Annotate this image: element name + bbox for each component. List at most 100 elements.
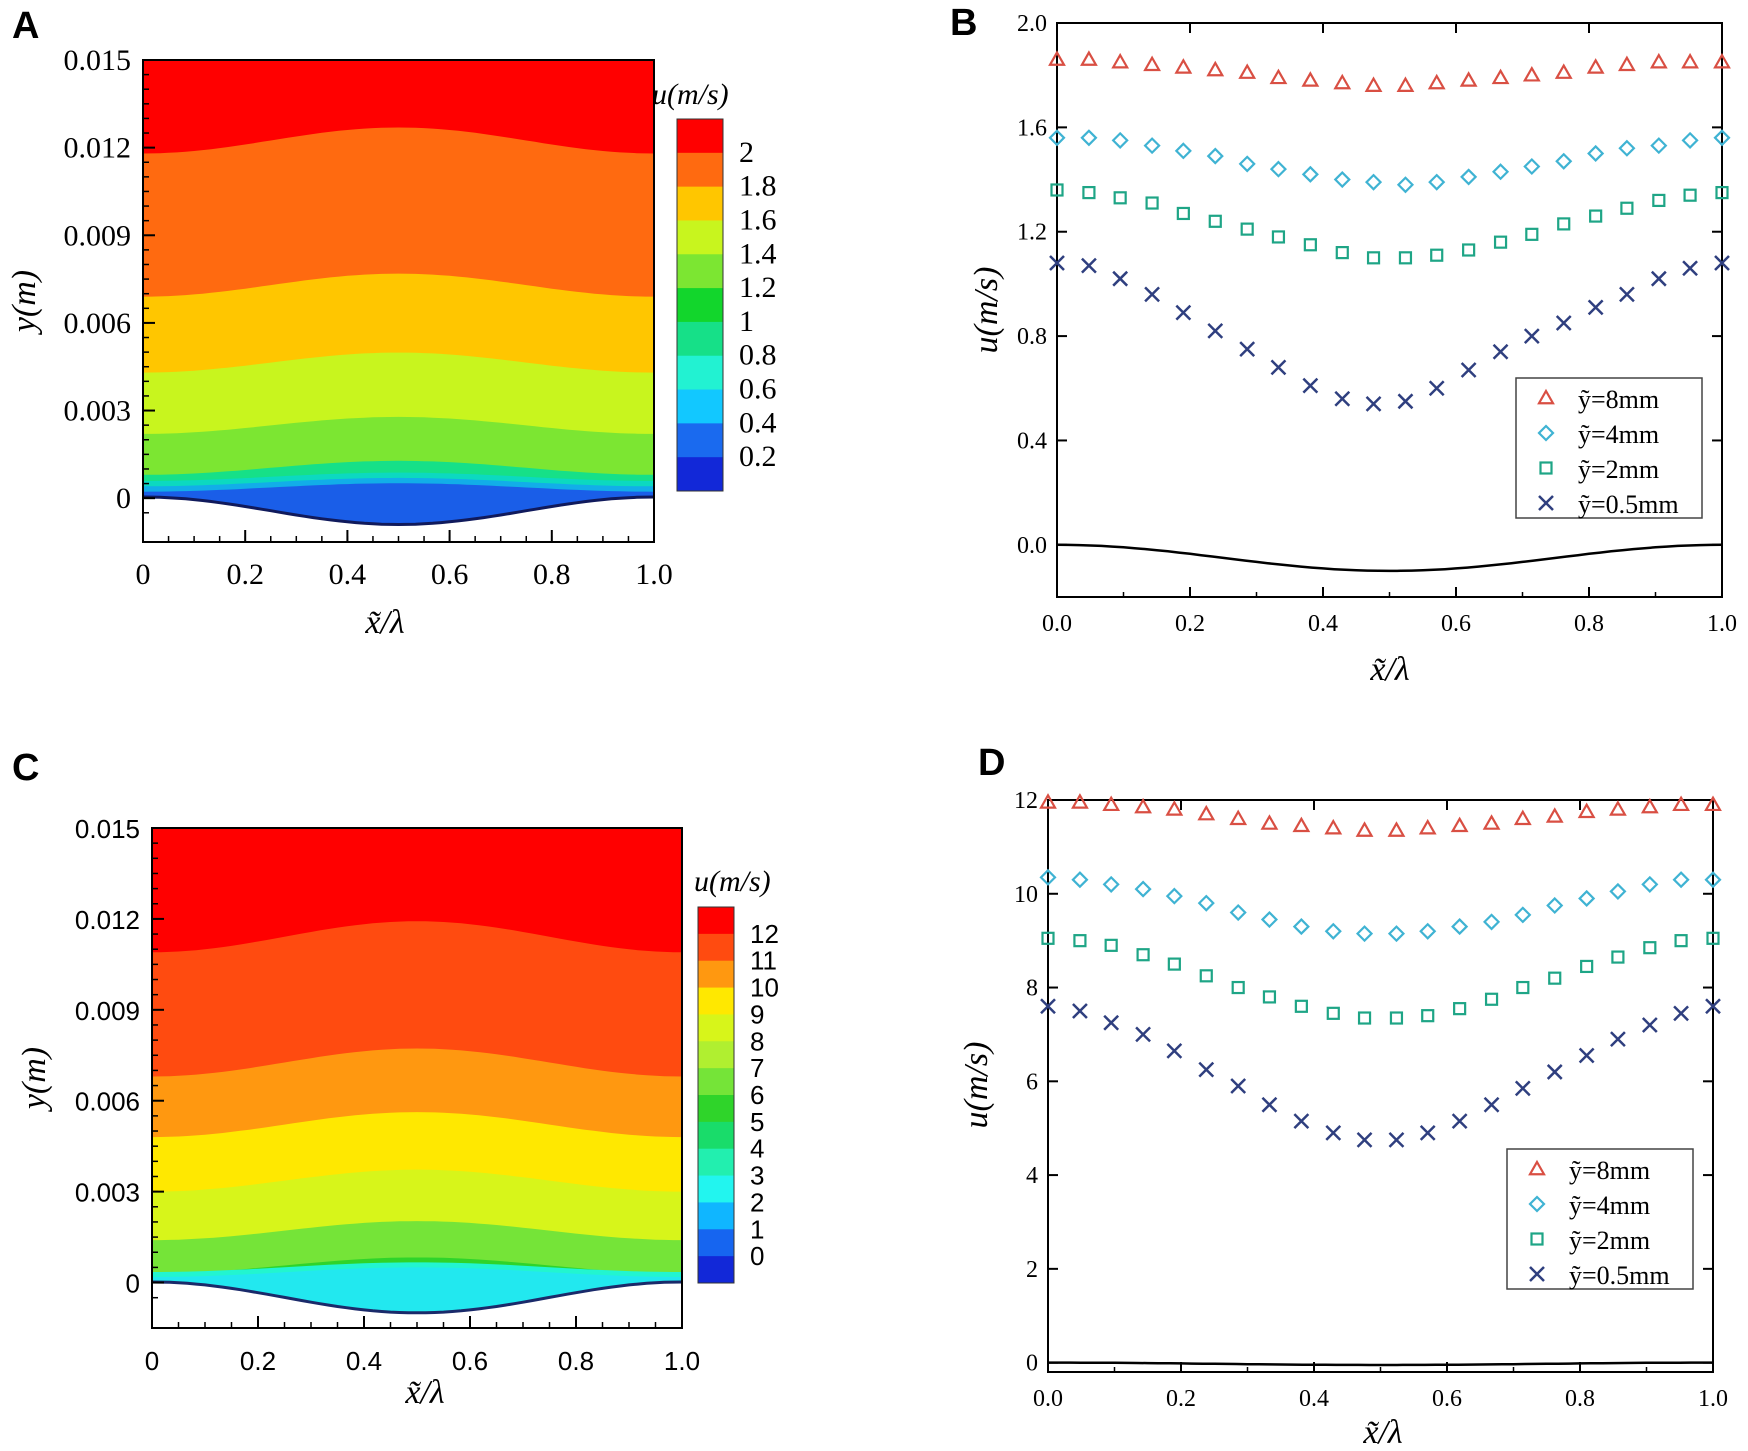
colorbar-label: 1.4 bbox=[739, 237, 777, 270]
data-point-x bbox=[1072, 1003, 1088, 1019]
data-point-square bbox=[1516, 980, 1530, 995]
x-tick-label: 0.4 bbox=[329, 558, 367, 591]
data-point-x bbox=[1419, 1125, 1436, 1141]
data-point-diamond bbox=[1039, 868, 1057, 886]
colorbar-segment bbox=[677, 186, 723, 221]
data-point-diamond bbox=[1578, 889, 1596, 908]
y-tick-label: 12 bbox=[1014, 788, 1038, 814]
x-axis-title-b: x̃/λ bbox=[1369, 651, 1409, 688]
legend-box-b bbox=[1515, 377, 1703, 519]
x-tick-label: 0.6 bbox=[1441, 611, 1471, 637]
colorbar-label: 0 bbox=[750, 1241, 764, 1271]
data-point-square bbox=[1136, 948, 1150, 962]
colorbar-segment bbox=[698, 1041, 734, 1069]
data-point-square bbox=[1525, 227, 1539, 241]
data-point-diamond bbox=[1197, 894, 1215, 912]
data-point-x bbox=[1270, 359, 1287, 376]
data-point-triangle bbox=[1586, 58, 1605, 74]
data-point-square bbox=[1580, 959, 1594, 974]
colorbar-label: 4 bbox=[750, 1134, 764, 1164]
data-point-diamond bbox=[1206, 147, 1224, 165]
x-tick-label: 0.0 bbox=[1042, 611, 1072, 637]
colorbar-a: 21.81.61.41.210.80.60.40.2 bbox=[676, 118, 777, 492]
data-points-b bbox=[1048, 50, 1731, 412]
data-point-triangle bbox=[1522, 65, 1541, 82]
data-point-diamond bbox=[1071, 871, 1089, 889]
y-tick-label: 2.0 bbox=[1017, 11, 1047, 37]
data-points-d bbox=[1039, 793, 1722, 1148]
y-tick-label: 0.012 bbox=[75, 905, 140, 935]
data-point-x bbox=[1578, 1047, 1595, 1064]
data-point-square bbox=[1683, 188, 1697, 202]
y-tick-label: 0.8 bbox=[1017, 324, 1047, 350]
colorbar-segment bbox=[698, 1256, 734, 1284]
data-point-diamond bbox=[1650, 137, 1668, 155]
contour-plot-a: 0 0.2 0.4 0.6 0.8 1.000.0030.0060.0090.0120.0… bbox=[6, 44, 777, 641]
y-axis-title-c: y(m) bbox=[16, 1047, 53, 1112]
x-tick-label: 0.6 bbox=[431, 558, 469, 591]
data-point-diamond bbox=[1681, 131, 1699, 149]
legend-label: ỹ=0.5mm bbox=[1569, 1261, 1670, 1290]
data-point-triangle bbox=[1197, 804, 1216, 821]
colorbar-segment bbox=[698, 1175, 734, 1203]
data-point-triangle bbox=[1482, 814, 1501, 830]
data-point-diamond bbox=[1102, 875, 1120, 893]
data-point-triangle bbox=[1080, 50, 1098, 66]
y-axis-title-a: y(m) bbox=[6, 270, 43, 335]
data-point-triangle bbox=[1681, 52, 1699, 69]
data-point-x bbox=[1103, 1014, 1120, 1031]
data-point-square bbox=[1484, 992, 1499, 1006]
data-point-triangle bbox=[1618, 55, 1636, 72]
x-tick-label: 0.0 bbox=[1033, 1386, 1063, 1412]
y-tick-label: 8 bbox=[1026, 976, 1038, 1002]
data-point-x bbox=[1523, 328, 1540, 344]
data-point-diamond bbox=[1165, 887, 1183, 905]
data-point-triangle bbox=[1577, 802, 1596, 819]
colorbar-label: 1.6 bbox=[739, 203, 777, 236]
data-point-diamond bbox=[1134, 880, 1152, 898]
data-point-diamond bbox=[1483, 913, 1501, 931]
data-point-square bbox=[1145, 196, 1159, 210]
data-point-x bbox=[1230, 1078, 1247, 1094]
legend-d[interactable]: ỹ=8mm ỹ=4mm ỹ=2mm ỹ=0.5mm bbox=[1506, 1148, 1694, 1290]
colorbar-segment bbox=[698, 933, 734, 962]
contour-bands-c bbox=[151, 827, 683, 1329]
y-tick-label: 0 bbox=[1026, 1351, 1038, 1377]
y-axis-title-b: u(m/s) bbox=[968, 267, 1005, 354]
data-point-x bbox=[1207, 322, 1224, 339]
data-point-diamond bbox=[1672, 871, 1690, 889]
data-point-diamond bbox=[1111, 131, 1129, 149]
colorbar-segment bbox=[698, 1229, 734, 1257]
data-point-square bbox=[1240, 222, 1254, 236]
data-point-x bbox=[1619, 286, 1635, 303]
data-point-square bbox=[1073, 934, 1087, 948]
data-point-x bbox=[1555, 315, 1572, 331]
legend-label: ỹ=4mm bbox=[1578, 420, 1659, 449]
panel-label-C: C bbox=[12, 747, 39, 789]
colorbar-segment bbox=[698, 1121, 734, 1150]
data-point-diamond bbox=[1333, 170, 1351, 189]
legend-b[interactable]: ỹ=8mm ỹ=4mm ỹ=2mm ỹ=0.5mm bbox=[1515, 377, 1703, 519]
wall-profile-line-b bbox=[1056, 543, 1723, 573]
data-point-square bbox=[1208, 214, 1222, 228]
y-tick-label: 0.015 bbox=[64, 44, 132, 77]
data-point-square bbox=[1326, 1006, 1340, 1020]
y-tick-label: 0.006 bbox=[64, 307, 132, 340]
data-point-square bbox=[1652, 193, 1666, 208]
data-point-triangle bbox=[1165, 800, 1184, 816]
y-tick-label: 0 bbox=[126, 1269, 140, 1299]
data-point-triangle bbox=[1134, 797, 1152, 814]
data-point-triangle bbox=[1672, 795, 1690, 812]
data-point-diamond bbox=[1451, 918, 1469, 936]
axis-ticks-b: 0.0 0.2 0.4 0.6 0.8 1.0 0.0 0.4 0.8 1.2 1.6 2.0 bbox=[1017, 11, 1737, 637]
data-point-x bbox=[1175, 304, 1192, 321]
below-wall-region bbox=[143, 497, 654, 542]
data-point-triangle bbox=[1704, 795, 1722, 812]
data-point-square bbox=[1589, 209, 1603, 223]
scatter-plot-b: 0.0 0.2 0.4 0.6 0.8 1.0 0.0 0.4 0.8 1.2 1.6 2.0 ỹ=8… bbox=[968, 11, 1737, 688]
colorbar-label: 10 bbox=[750, 973, 779, 1003]
data-point-x bbox=[1397, 393, 1414, 410]
contour-plot-c: 0 0.2 0.4 0.6 0.8 1.0 0 0.003 0.006 0.009 0.012 0.0… bbox=[16, 814, 779, 1411]
wall-profile-line-d bbox=[1048, 1361, 1713, 1367]
data-point-diamond bbox=[1238, 155, 1256, 173]
